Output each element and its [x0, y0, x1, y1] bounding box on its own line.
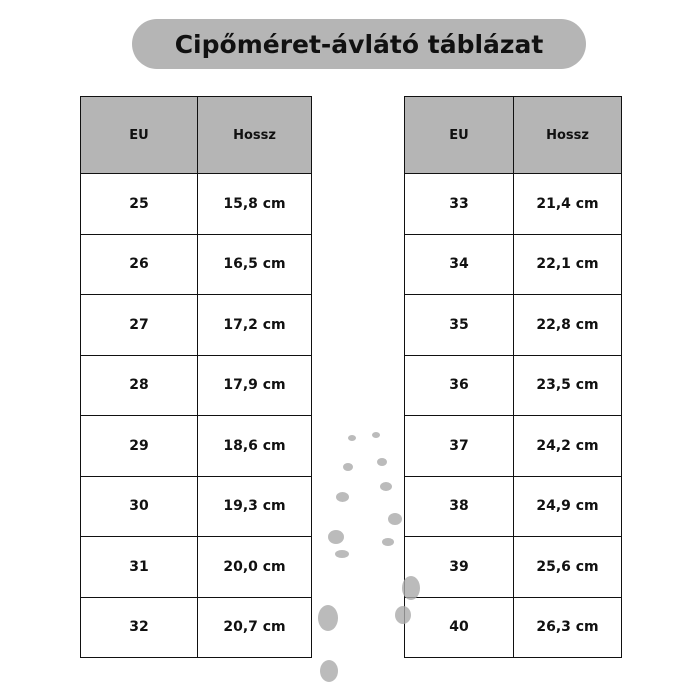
- header-eu: EU: [404, 96, 514, 174]
- length-cell: 21,4 cm: [513, 173, 622, 235]
- table-row: 28 17,9 cm: [80, 354, 312, 416]
- eu-size-cell: 35: [404, 294, 514, 356]
- length-cell: 24,2 cm: [513, 415, 622, 477]
- table-row: 31 20,0 cm: [80, 536, 312, 598]
- header-length: Hossz: [513, 96, 622, 174]
- eu-size-cell: 29: [80, 415, 198, 477]
- length-cell: 24,9 cm: [513, 475, 622, 537]
- eu-size-cell: 36: [404, 354, 514, 416]
- header-eu: EU: [80, 96, 198, 174]
- length-cell: 20,0 cm: [197, 536, 312, 598]
- length-cell: 20,7 cm: [197, 596, 312, 658]
- length-cell: 22,8 cm: [513, 294, 622, 356]
- length-cell: 23,5 cm: [513, 354, 622, 416]
- footprint-icon: [388, 513, 402, 525]
- length-cell: 19,3 cm: [197, 475, 312, 537]
- eu-size-cell: 27: [80, 294, 198, 356]
- length-cell: 15,8 cm: [197, 173, 312, 235]
- footprint-icon: [343, 463, 353, 471]
- eu-size-cell: 38: [404, 475, 514, 537]
- table-row: 39 25,6 cm: [404, 536, 622, 598]
- length-cell: 17,9 cm: [197, 354, 312, 416]
- eu-size-cell: 37: [404, 415, 514, 477]
- size-table-left: EU Hossz 25 15,8 cm 26 16,5 cm 27 17,2 cm 28 17…: [80, 96, 312, 658]
- footprint-icon: [336, 492, 349, 502]
- table-row: 34 22,1 cm: [404, 233, 622, 295]
- footprint-icon: [382, 538, 394, 546]
- length-cell: 22,1 cm: [513, 233, 622, 295]
- table-row: 32 20,7 cm: [80, 596, 312, 658]
- eu-size-cell: 28: [80, 354, 198, 416]
- table-row: 33 21,4 cm: [404, 173, 622, 235]
- table-row: 29 18,6 cm: [80, 415, 312, 477]
- table-row: 25 15,8 cm: [80, 173, 312, 235]
- eu-size-cell: 32: [80, 596, 198, 658]
- table-row: 37 24,2 cm: [404, 415, 622, 477]
- table-row: 40 26,3 cm: [404, 596, 622, 658]
- footprint-icon: [348, 435, 356, 441]
- footprint-icon: [377, 458, 387, 466]
- footprint-icon: [372, 432, 380, 438]
- eu-size-cell: 30: [80, 475, 198, 537]
- footprint-icon: [320, 660, 338, 682]
- footprint-icon: [402, 576, 420, 600]
- table-row: 27 17,2 cm: [80, 294, 312, 356]
- length-cell: 18,6 cm: [197, 415, 312, 477]
- table-row: 30 19,3 cm: [80, 475, 312, 537]
- table-row: 38 24,9 cm: [404, 475, 622, 537]
- eu-size-cell: 26: [80, 233, 198, 295]
- table-row: 35 22,8 cm: [404, 294, 622, 356]
- header-length: Hossz: [197, 96, 312, 174]
- length-cell: 17,2 cm: [197, 294, 312, 356]
- footprint-icon: [335, 550, 349, 558]
- eu-size-cell: 33: [404, 173, 514, 235]
- footprint-icon: [395, 606, 411, 624]
- table-row: 26 16,5 cm: [80, 233, 312, 295]
- eu-size-cell: 31: [80, 536, 198, 598]
- length-cell: 16,5 cm: [197, 233, 312, 295]
- page-title: Cipőméret-ávlátó táblázat: [132, 19, 586, 69]
- eu-size-cell: 34: [404, 233, 514, 295]
- eu-size-cell: 39: [404, 536, 514, 598]
- eu-size-cell: 40: [404, 596, 514, 658]
- table-row: 36 23,5 cm: [404, 354, 622, 416]
- footprint-icon: [318, 605, 338, 631]
- length-cell: 25,6 cm: [513, 536, 622, 598]
- eu-size-cell: 25: [80, 173, 198, 235]
- footprint-icon: [328, 530, 344, 544]
- size-table-right: EU Hossz 33 21,4 cm 34 22,1 cm 35 22,8 cm 36 23…: [404, 96, 622, 658]
- length-cell: 26,3 cm: [513, 596, 622, 658]
- footprint-icon: [380, 482, 392, 491]
